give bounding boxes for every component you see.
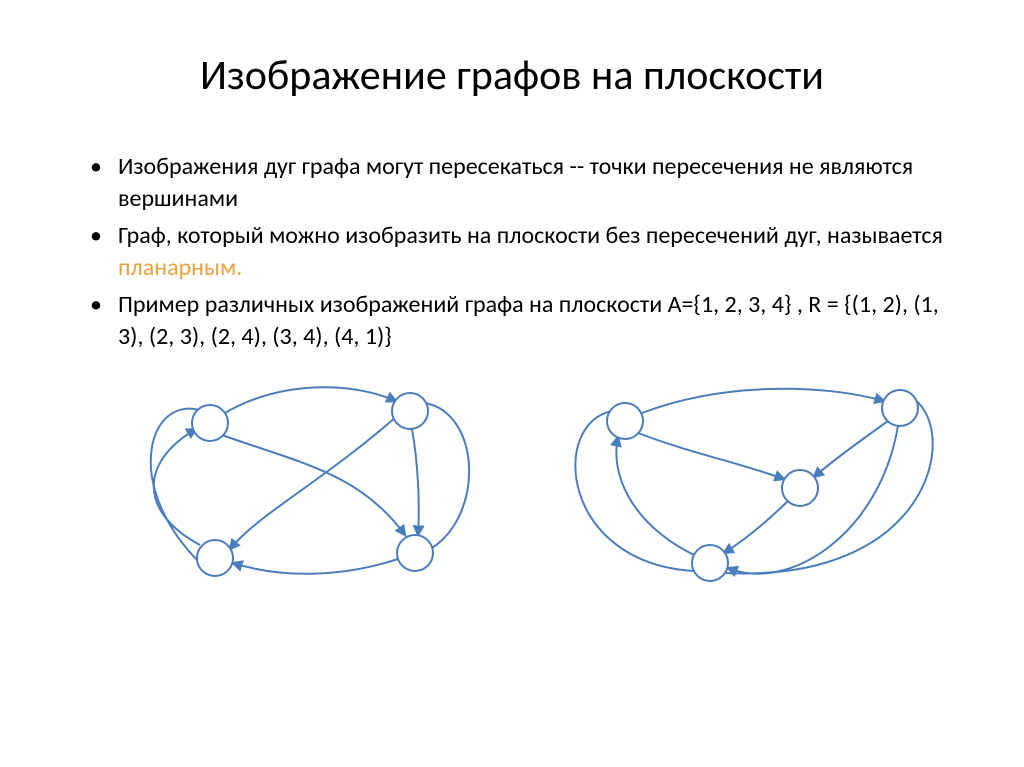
graph-node	[692, 545, 728, 581]
graph-container	[60, 363, 960, 623]
graph-edge	[222, 435, 405, 535]
graph-node	[782, 470, 818, 506]
bullet-text: Граф, который можно изобразить на плоско…	[118, 221, 943, 250]
bullet-list: Изображения дуг графа могут пересекаться…	[90, 151, 954, 353]
graph-node	[882, 390, 918, 426]
bullet-item: Граф, который можно изобразить на плоско…	[90, 220, 954, 285]
graph-edge	[225, 388, 396, 414]
graph-edge	[230, 417, 396, 549]
graph-right	[510, 363, 950, 603]
bullet-item: Изображения дуг графа могут пересекаться…	[90, 151, 954, 216]
graph-left	[80, 363, 500, 603]
bullet-text: Пример различных изображений графа на пл…	[118, 290, 939, 351]
graph-node	[392, 393, 428, 429]
graph-node	[607, 403, 643, 439]
graph-edge	[638, 433, 784, 479]
graph-node	[197, 540, 233, 576]
slide-title: Изображение графов на плоскости	[60, 50, 964, 101]
slide: Изображение графов на плоскости Изображе…	[0, 0, 1024, 767]
graph-edge	[724, 501, 788, 553]
graph-edge	[425, 403, 469, 548]
graph-node	[192, 405, 228, 441]
graph-edge	[616, 437, 694, 555]
graph-edge	[154, 429, 200, 545]
graph-edge	[233, 559, 398, 574]
graph-node	[397, 535, 433, 571]
bullet-item: Пример различных изображений графа на пл…	[90, 289, 954, 354]
bullet-highlight: планарным.	[118, 253, 242, 282]
graph-edge	[814, 421, 888, 477]
bullet-text: Изображения дуг графа могут пересекаться…	[118, 152, 913, 213]
graph-edge	[412, 429, 419, 535]
graph-edge	[642, 389, 884, 413]
